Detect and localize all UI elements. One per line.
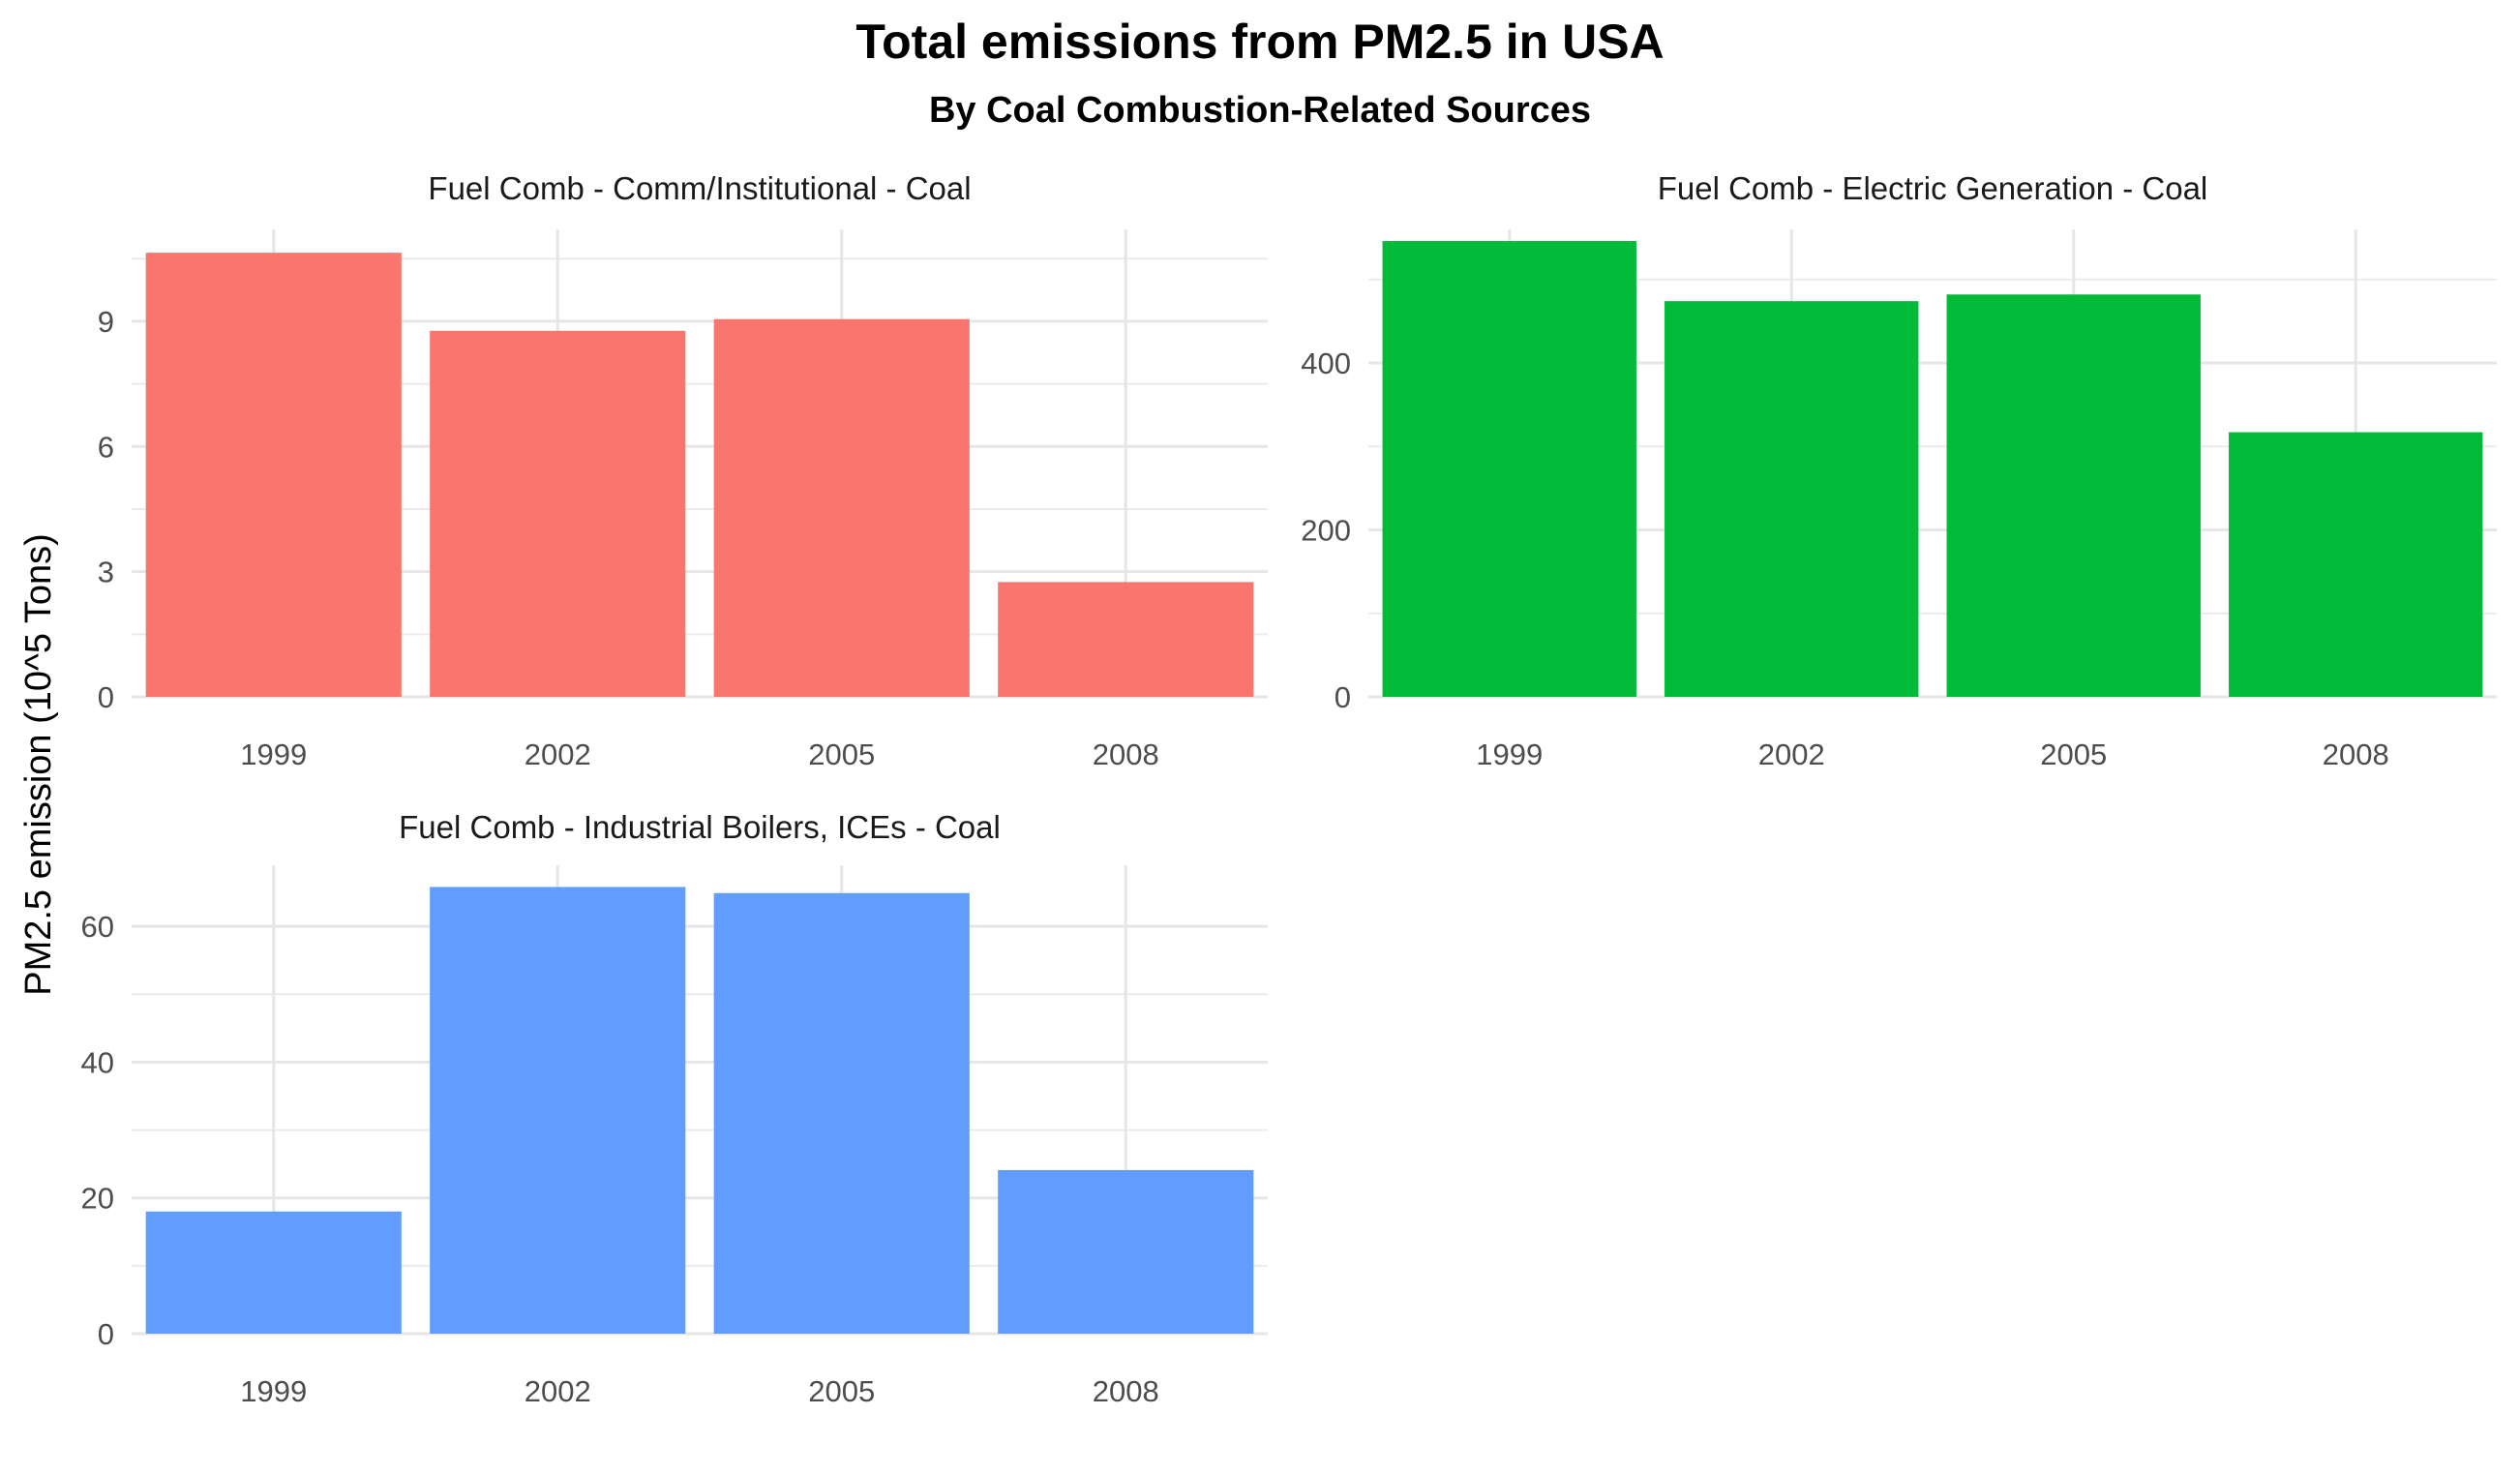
x-tick-label: 2008 <box>1093 738 1159 771</box>
x-tick-label: 2005 <box>808 738 875 771</box>
y-tick-label: 6 <box>98 430 114 464</box>
y-tick-label: 3 <box>98 556 114 589</box>
bar-2008 <box>998 582 1254 697</box>
y-tick-label: 9 <box>98 305 114 339</box>
bar-2002 <box>430 887 686 1334</box>
bar-2002 <box>430 330 686 697</box>
bar-2008 <box>998 1169 1254 1334</box>
y-tick-label: 400 <box>1301 346 1351 380</box>
x-tick-label: 2008 <box>2323 738 2389 771</box>
x-tick-label: 2005 <box>808 1374 875 1408</box>
y-tick-label: 60 <box>81 910 114 944</box>
x-tick-label: 2002 <box>1758 738 1825 771</box>
x-tick-label: 2005 <box>2040 738 2107 771</box>
y-tick-label: 200 <box>1301 514 1351 548</box>
bar-2002 <box>1665 301 1919 697</box>
x-tick-label: 2002 <box>525 1374 591 1408</box>
x-tick-label: 2008 <box>1093 1374 1159 1408</box>
y-tick-label: 20 <box>81 1182 114 1216</box>
y-tick-label: 0 <box>98 680 114 714</box>
y-tick-label: 0 <box>1335 680 1351 714</box>
x-tick-label: 1999 <box>240 1374 307 1408</box>
bar-2008 <box>2229 432 2483 697</box>
panel-1: Fuel Comb - Comm/Institutional - Coal 0 3 6… <box>98 170 1268 771</box>
panel-3: Fuel Comb - Industrial Boilers, ICEs - C… <box>81 809 1268 1408</box>
panels: Fuel Comb - Comm/Institutional - Coal 0 3 6… <box>81 170 2497 1408</box>
bar-2005 <box>1946 294 2201 697</box>
x-tick-label: 2002 <box>525 738 591 771</box>
y-axis-label: PM2.5 emission (10^5 Tons) <box>18 533 59 996</box>
chart-title: Total emissions from PM2.5 in USA <box>855 15 1664 69</box>
panel-2: Fuel Comb - Electric Generation - Coal 0 2… <box>1301 170 2497 771</box>
y-tick-label: 0 <box>98 1317 114 1351</box>
bar-1999 <box>145 1211 402 1334</box>
bar-2005 <box>713 318 970 697</box>
panel-title: Fuel Comb - Comm/Institutional - Coal <box>428 170 971 206</box>
bar-1999 <box>145 253 402 697</box>
panel-title: Fuel Comb - Electric Generation - Coal <box>1658 170 2208 206</box>
y-tick-label: 40 <box>81 1045 114 1079</box>
chart-subtitle: By Coal Combustion-Related Sources <box>929 90 1591 131</box>
x-tick-label: 1999 <box>240 738 307 771</box>
panel-title: Fuel Comb - Industrial Boilers, ICEs - C… <box>399 809 1001 845</box>
bar-2005 <box>713 892 970 1334</box>
bar-1999 <box>1382 241 1636 697</box>
x-tick-label: 1999 <box>1476 738 1543 771</box>
